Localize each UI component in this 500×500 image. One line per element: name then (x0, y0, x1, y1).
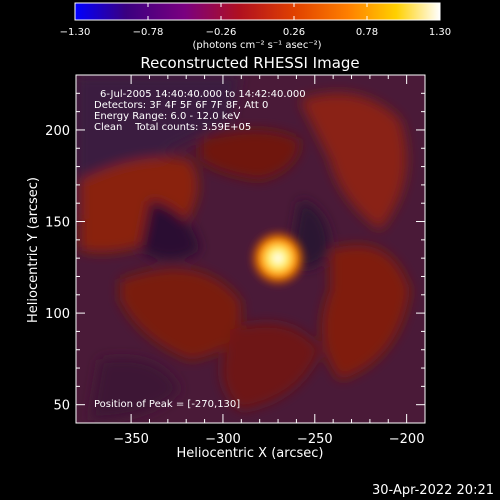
x-tick-label: −250 (297, 432, 333, 447)
y-tick-label: 200 (45, 124, 70, 139)
colorbar-tick-label: −0.78 (133, 27, 164, 38)
x-tick-label: −350 (113, 432, 149, 447)
annotation-detectors: Detectors: 3F 4F 5F 6F 7F 8F, Att 0 (94, 100, 269, 111)
annotation-total-counts: Clean Total counts: 3.59E+05 (94, 122, 252, 133)
colorbar-tick-label: −0.26 (206, 27, 237, 38)
colorbar-tick-label: −1.30 (60, 27, 91, 38)
colorbar-label: (photons cm⁻² s⁻¹ asec⁻²) (192, 40, 321, 51)
x-axis-label: Heliocentric X (arcsec) (177, 446, 324, 461)
chart-title: Reconstructed RHESSI Image (140, 54, 359, 72)
y-tick-label: 100 (45, 307, 70, 322)
colorbar-tick-label: 1.30 (429, 27, 451, 38)
colorbar-tick-label: 0.26 (283, 27, 305, 38)
x-tick-label: −300 (205, 432, 241, 447)
peak-source (248, 228, 309, 289)
x-tick-label: −200 (389, 432, 425, 447)
plot-frame (75, 74, 426, 424)
colorbar-tick-label: 0.78 (356, 27, 378, 38)
y-axis-label: Heliocentric Y (arcsec) (26, 177, 41, 323)
annotation-peak-position: Position of Peak = [-270,130] (94, 399, 241, 410)
colorbar (74, 2, 441, 21)
heatmap-image (76, 75, 425, 423)
annotation-time-range: 6-Jul-2005 14:40:40.000 to 14:42:40.000 (100, 89, 306, 100)
annotation-energy-range: Energy Range: 6.0 - 12.0 keV (94, 111, 241, 122)
y-tick-label: 150 (45, 216, 70, 231)
footer-timestamp: 30-Apr-2022 20:21 (372, 483, 494, 498)
y-tick-label: 50 (53, 399, 70, 414)
